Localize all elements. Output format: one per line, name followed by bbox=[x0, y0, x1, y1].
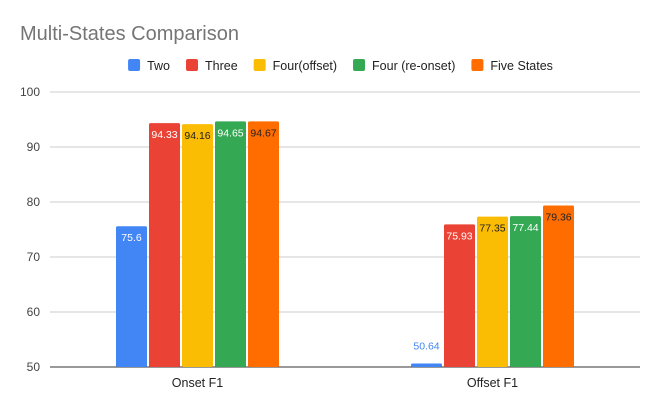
bar-five-states-0 bbox=[248, 121, 279, 367]
legend-swatch bbox=[471, 59, 484, 71]
legend-swatch bbox=[353, 59, 366, 71]
data-label: 75.6 bbox=[121, 232, 142, 244]
legend-label: Three bbox=[205, 59, 238, 73]
data-label: 94.67 bbox=[250, 127, 276, 139]
chart-title: Multi-States Comparison bbox=[20, 23, 239, 45]
data-labels: 75.6 94.33 94.16 94.65 94.67 50.64 75.93 77.35 7… bbox=[121, 127, 572, 352]
legend-item[interactable]: Four (re-onset) bbox=[353, 59, 455, 73]
legend-item[interactable]: Two bbox=[128, 59, 170, 73]
data-label: 94.33 bbox=[151, 129, 177, 141]
data-label: 75.93 bbox=[446, 230, 472, 242]
legend-item[interactable]: Four(offset) bbox=[253, 59, 337, 73]
bar-three-0 bbox=[149, 123, 180, 367]
legend-label: Two bbox=[147, 59, 170, 73]
legend-item[interactable]: Five States bbox=[471, 59, 553, 73]
data-label: 50.64 bbox=[413, 340, 439, 352]
legend-label: Four(offset) bbox=[273, 59, 337, 73]
bar-four-offset--0 bbox=[182, 124, 213, 368]
y-tick-label: 90 bbox=[27, 140, 41, 154]
data-label: 94.16 bbox=[184, 130, 210, 142]
legend-swatch bbox=[253, 59, 266, 71]
bar-four-offset--1 bbox=[477, 216, 508, 367]
x-category-label: Offset F1 bbox=[467, 376, 518, 390]
x-axis: Onset F1 Offset F1 bbox=[172, 376, 518, 390]
bar-four-re-onset--0 bbox=[215, 121, 246, 367]
data-label: 77.35 bbox=[479, 223, 505, 235]
gridlines bbox=[50, 91, 640, 368]
bar-two-1 bbox=[411, 363, 442, 367]
bar-two-0 bbox=[116, 226, 147, 367]
legend-label: Five States bbox=[490, 59, 553, 73]
bar-four-re-onset--1 bbox=[510, 216, 541, 367]
legend-swatch bbox=[128, 59, 141, 71]
bar-three-1 bbox=[444, 224, 475, 367]
y-tick-label: 100 bbox=[20, 85, 40, 99]
legend-label: Four (re-onset) bbox=[372, 59, 455, 73]
y-tick-label: 60 bbox=[27, 305, 41, 319]
legend-swatch bbox=[186, 59, 199, 71]
legend-item[interactable]: Three bbox=[186, 59, 238, 73]
data-label: 79.36 bbox=[545, 212, 571, 224]
y-tick-label: 50 bbox=[27, 360, 41, 374]
y-tick-label: 70 bbox=[27, 250, 41, 264]
bars bbox=[116, 121, 574, 368]
x-category-label: Onset F1 bbox=[172, 376, 223, 390]
y-axis: 50 60 70 80 90 100 bbox=[20, 85, 40, 374]
data-label: 94.65 bbox=[217, 127, 243, 139]
legend: Two Three Four(offset) Four (re-onset) Five … bbox=[128, 59, 553, 73]
bar-five-states-1 bbox=[543, 205, 574, 367]
data-label: 77.44 bbox=[512, 222, 538, 234]
y-tick-label: 80 bbox=[27, 195, 41, 209]
